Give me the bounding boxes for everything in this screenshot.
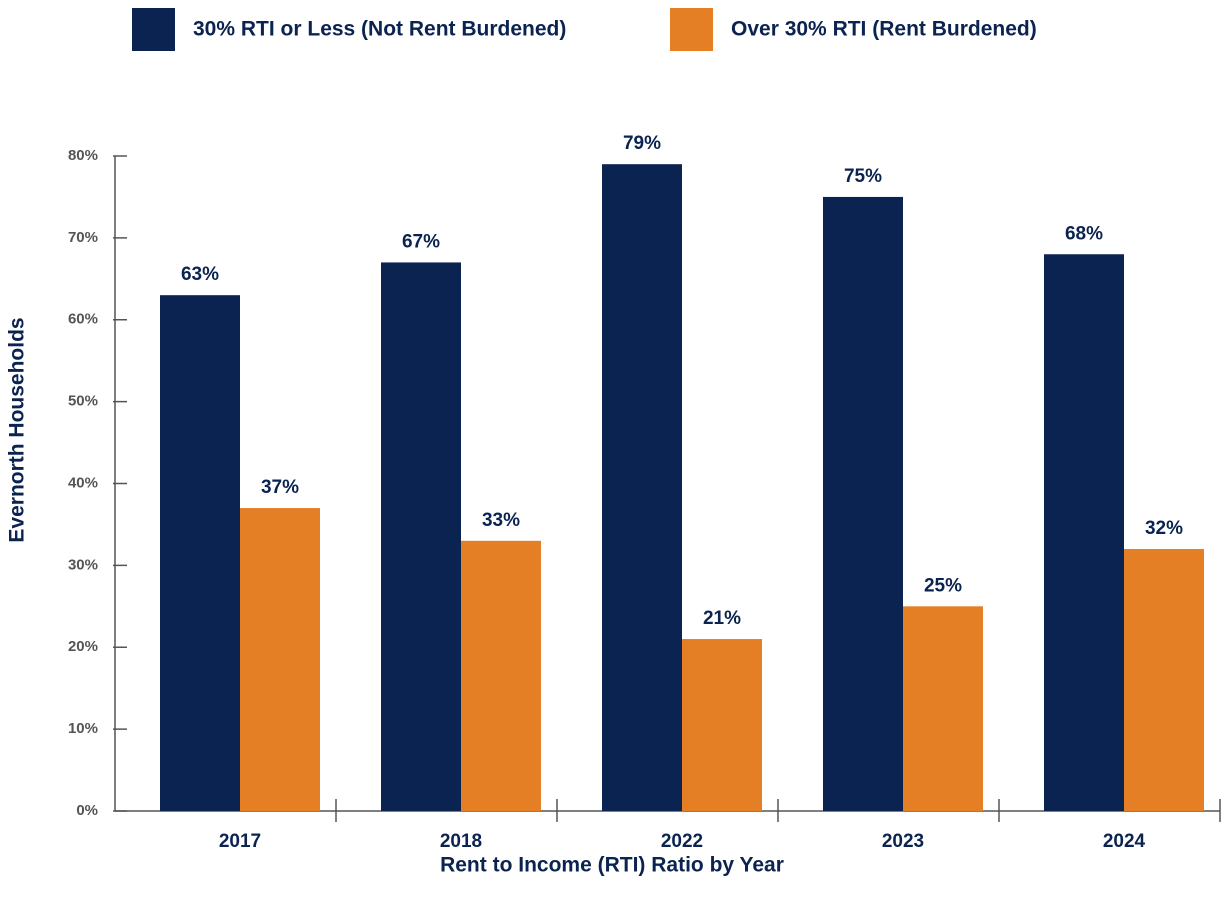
legend-swatch [670,8,713,51]
bar [823,196,903,811]
y-tick-label: 0% [76,802,98,819]
bar [903,606,983,811]
x-tick-label: 2017 [219,831,261,852]
y-tick-label: 40% [68,474,98,491]
y-axis-title: Evernorth Households [6,317,29,542]
data-label: 68% [1065,223,1103,244]
data-label: 32% [1145,518,1183,539]
y-tick-label: 80% [68,147,98,164]
bar [602,164,682,811]
bar [1044,254,1124,811]
data-label: 67% [402,231,440,252]
y-tick-label: 60% [68,311,98,328]
data-label: 79% [623,133,661,154]
x-tick-label: 2024 [1103,831,1146,852]
legend-swatch [132,8,175,51]
data-label: 33% [482,510,520,531]
x-tick-label: 2023 [882,831,924,852]
x-tick-label: 2022 [661,831,703,852]
bar [682,639,762,811]
y-tick-label: 50% [68,393,98,410]
y-tick-label: 30% [68,556,98,573]
x-axis-title: Rent to Income (RTI) Ratio by Year [440,854,784,877]
legend-label: Over 30% RTI (Rent Burdened) [731,18,1037,41]
data-label: 63% [181,264,219,285]
bar [240,508,320,811]
bar [1124,549,1204,811]
data-label: 75% [844,166,882,187]
data-label: 25% [924,575,962,596]
bar [160,295,240,811]
bar [461,540,541,811]
legend-label: 30% RTI or Less (Not Rent Burdened) [193,18,566,41]
y-tick-label: 10% [68,720,98,737]
data-label: 37% [261,477,299,498]
x-tick-label: 2018 [440,831,482,852]
bar [381,262,461,811]
y-tick-label: 20% [68,638,98,655]
y-tick-label: 70% [68,229,98,246]
data-label: 21% [703,608,741,629]
